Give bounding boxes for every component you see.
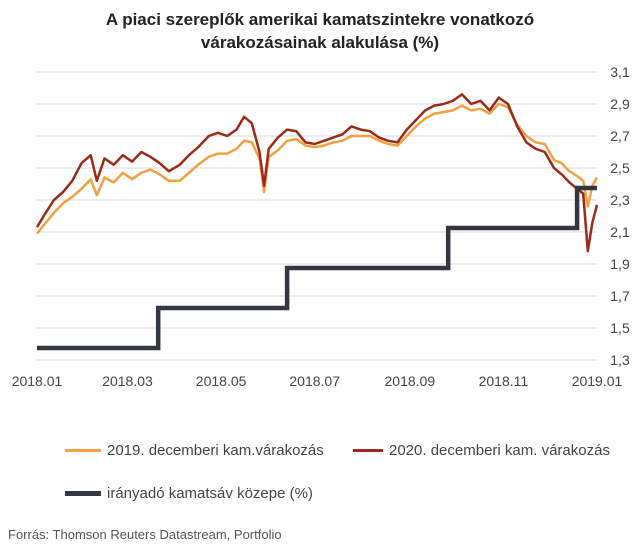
legend-swatch-policy-rate — [65, 491, 101, 496]
y-tick-label: 1,3 — [610, 352, 630, 368]
legend-item-policy-rate: irányadó kamatsáv közepe (%) — [65, 485, 313, 502]
series-line-0 — [36, 102, 599, 235]
x-tick-label: 2018.05 — [196, 373, 247, 389]
legend-label-policy-rate: irányadó kamatsáv közepe (%) — [107, 485, 313, 502]
x-tick-label: 2018.03 — [102, 373, 153, 389]
y-tick-label: 1,9 — [610, 256, 630, 272]
source-note: Forrás: Thomson Reuters Datastream, Port… — [8, 527, 282, 542]
chart-title-line2: várakozásainak alakulása (%) — [200, 33, 440, 52]
chart-title-line1: A piaci szereplők amerikai kamatszintekr… — [105, 10, 535, 29]
x-tick-label: 2019.01 — [572, 373, 623, 389]
x-tick-label: 2018.09 — [385, 373, 436, 389]
y-tick-label: 2,3 — [610, 192, 630, 208]
x-tick-label: 2018.01 — [12, 373, 63, 389]
legend-item-2020: 2020. decemberi kam. várakozás — [353, 442, 610, 459]
y-tick-label: 1,7 — [610, 288, 630, 304]
y-tick-label: 2,9 — [610, 96, 630, 112]
y-tick-label: 2,1 — [610, 224, 630, 240]
y-tick-label: 3,1 — [610, 64, 630, 80]
legend-item-2019: 2019. decemberi kam.várakozás — [65, 442, 324, 459]
y-tick-label: 1,5 — [610, 320, 630, 336]
legend-label-2019: 2019. decemberi kam.várakozás — [107, 442, 324, 459]
x-tick-label: 2018.11 — [479, 373, 529, 389]
series-line-1 — [35, 93, 599, 253]
legend-swatch-2019 — [65, 449, 101, 452]
legend-swatch-2020 — [353, 449, 383, 452]
series-line-2 — [37, 185, 597, 351]
legend-label-2020: 2020. decemberi kam. várakozás — [389, 442, 610, 459]
y-tick-label: 2,5 — [610, 160, 630, 176]
y-tick-label: 2,7 — [610, 128, 630, 144]
x-tick-label: 2018.07 — [289, 373, 340, 389]
